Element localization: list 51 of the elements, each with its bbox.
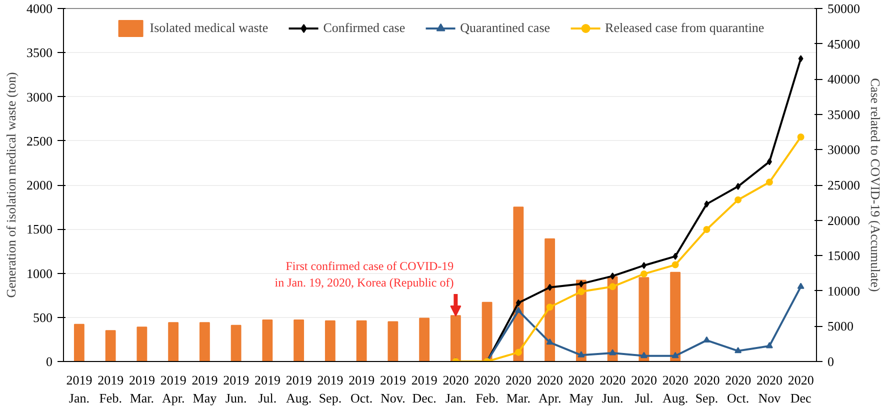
x-tick-label: 2019 Sep. bbox=[317, 372, 344, 406]
x-tick-label: 2019 May bbox=[192, 372, 218, 406]
y-tick-label: 4000 bbox=[26, 1, 52, 16]
x-tick-label: 2020 Sep. bbox=[694, 372, 720, 406]
y2-tick-label: 10000 bbox=[828, 283, 860, 298]
x-tick-label: 2019 Jul. bbox=[254, 372, 280, 406]
x-tick-label: 2019 Dec. bbox=[411, 372, 438, 406]
y2-tick-label: 40000 bbox=[828, 72, 860, 87]
x-tick-label: 2020 Feb. bbox=[474, 372, 500, 406]
y2-tick-label: 5000 bbox=[828, 318, 854, 334]
x-tick-label: 2019 Jan. bbox=[66, 372, 92, 406]
annotation: First confirmed case of COVID-19 in Jan. 19, 2020, Korea (Republic of) bbox=[274, 258, 454, 290]
y2-tick-label: 20000 bbox=[828, 212, 860, 228]
y-tick-label: 500 bbox=[33, 310, 52, 325]
legend-label: Confirmed case bbox=[323, 20, 406, 36]
x-tick-label: 2019 Nov. bbox=[380, 372, 406, 406]
y2-tick-label: 45000 bbox=[828, 36, 860, 52]
legend-label: Isolated medical waste bbox=[150, 20, 268, 36]
y-axis-title: Generation of isolation medical waste (ton) bbox=[4, 72, 18, 298]
x-tick-label: 2020 Jul. bbox=[630, 372, 657, 406]
x-tick-label: 2020 Nov bbox=[756, 372, 782, 406]
x-tick-label: 2020 Mar. bbox=[505, 372, 532, 406]
y2-axis-title: Case related to COVID-19 (Accumulate) bbox=[868, 78, 883, 292]
x-tick-label: 2020 Jan. bbox=[442, 372, 469, 406]
y2-tick-label: 25000 bbox=[828, 178, 860, 192]
y-tick-label: 1000 bbox=[26, 266, 52, 281]
y-tick-label: 2000 bbox=[26, 178, 52, 192]
y2-tick-label: 30000 bbox=[828, 142, 860, 158]
x-tick-label: 2020 Oct. bbox=[725, 372, 752, 406]
x-tick-label: 2019 Jun. bbox=[223, 372, 250, 406]
y2-tick-label: 35000 bbox=[828, 106, 860, 122]
y-tick-label: 0 bbox=[46, 354, 52, 369]
x-tick-label: 2019 Feb. bbox=[98, 372, 124, 406]
x-tick-label: 2020 Jun. bbox=[600, 372, 626, 406]
y2-tick-label: 0 bbox=[828, 354, 834, 369]
x-tick-label: 2019 Aug. bbox=[286, 372, 312, 406]
y2-tick-label: 15000 bbox=[828, 248, 860, 264]
legend-label: Released case from quarantine bbox=[605, 20, 764, 36]
x-tick-label: 2020 Aug. bbox=[662, 372, 688, 406]
x-tick-label: 2019 Oct. bbox=[348, 372, 375, 406]
x-tick-label: 2019 Mar. bbox=[128, 372, 155, 406]
x-tick-label: 2019 Apr. bbox=[160, 372, 186, 406]
x-tick-label: 2020 May bbox=[568, 372, 594, 406]
x-tick-label: 2020 Apr. bbox=[536, 372, 563, 406]
y-tick-label: 1500 bbox=[26, 222, 52, 237]
x-tick-label: 2020 Dec bbox=[788, 372, 814, 406]
y2-tick-label: 50000 bbox=[828, 1, 860, 16]
y-tick-label: 3000 bbox=[26, 89, 52, 104]
legend-label: Quarantined case bbox=[460, 20, 550, 36]
y-tick-label: 2500 bbox=[26, 133, 52, 148]
y-tick-label: 3500 bbox=[26, 45, 52, 60]
